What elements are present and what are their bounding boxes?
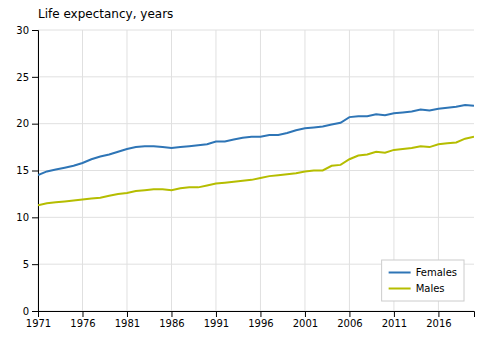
tick: 1971	[26, 311, 51, 329]
grid-line-x	[349, 30, 350, 311]
tick: 30	[16, 25, 38, 36]
legend-frame	[382, 260, 464, 301]
grid-line-y	[38, 30, 474, 31]
grid-line-x	[215, 30, 216, 311]
grid-line-x	[171, 30, 172, 311]
tick: 1986	[159, 311, 184, 329]
lines	[38, 105, 474, 205]
tick-label: 2016	[426, 318, 451, 329]
plot: 1971 1976 1981 1986 1991 1996 2001 2006 2011 2016…	[16, 25, 474, 329]
tick: 25	[16, 72, 38, 83]
tick-label: 2001	[293, 318, 318, 329]
series-line	[38, 105, 474, 175]
tick-label: 1996	[248, 318, 273, 329]
tick: 2011	[382, 311, 407, 329]
tick-label: 20	[16, 118, 29, 129]
axis-line	[39, 312, 475, 318]
tick: 15	[16, 165, 38, 176]
tick-label: 15	[16, 165, 29, 176]
legend-item: Males	[389, 283, 445, 294]
legend: Females Males	[382, 260, 464, 301]
tick: 10	[16, 212, 38, 223]
title: Life expectancy, years	[38, 7, 173, 21]
tick-label: 1976	[70, 318, 95, 329]
axis-line	[32, 31, 39, 312]
tick: 1991	[204, 311, 229, 329]
tick-label: 1986	[159, 318, 184, 329]
tick-mark	[438, 311, 439, 317]
grid-line-y	[38, 123, 474, 124]
grid-line-x	[126, 30, 127, 311]
x-axis: 1971 1976 1981 1986 1991 1996 2001 2006 2011 2016	[26, 311, 475, 329]
tick: 1996	[248, 311, 273, 329]
tick-mark	[32, 77, 38, 78]
tick: 1981	[115, 311, 140, 329]
tick-label: 2011	[382, 318, 407, 329]
tick-mark	[171, 311, 172, 317]
tick-mark	[32, 124, 38, 125]
tick-label: 2006	[337, 318, 362, 329]
tick-mark	[127, 311, 128, 317]
grid	[38, 30, 474, 311]
tick: 20	[16, 118, 38, 129]
legend-item: Females	[389, 267, 457, 278]
tick-mark	[32, 30, 38, 31]
tick-label: 1981	[115, 318, 140, 329]
grid-line-x	[260, 30, 261, 311]
tick-label: 1991	[204, 318, 229, 329]
tick: 1976	[70, 311, 95, 329]
tick-mark	[260, 311, 261, 317]
series-line	[38, 137, 474, 205]
tick: 2016	[426, 311, 451, 329]
tick-mark	[394, 311, 395, 317]
tick: 0	[23, 306, 38, 317]
tick-label: 25	[16, 72, 29, 83]
legend-label: Females	[416, 267, 457, 278]
grid-line-y	[38, 170, 474, 171]
grid-line-y	[38, 76, 474, 77]
tick-mark	[32, 171, 38, 172]
grid-line-y	[38, 217, 474, 218]
tick-label: 0	[23, 306, 29, 317]
legend-swatch	[389, 288, 411, 290]
tick-label: 5	[23, 259, 29, 270]
tick-mark	[32, 217, 38, 218]
tick: 5	[23, 259, 38, 270]
legend-label: Males	[416, 283, 445, 294]
tick: 2001	[293, 311, 318, 329]
tick-mark	[32, 264, 38, 265]
grid-line-x	[82, 30, 83, 311]
tick-mark	[216, 311, 217, 317]
y-axis: 0 5 10 15 20 25 30	[16, 25, 38, 317]
tick-mark	[349, 311, 350, 317]
tick: 2006	[337, 311, 362, 329]
tick-mark	[32, 311, 38, 312]
tick-label: 30	[16, 25, 29, 36]
legend-swatch	[389, 272, 411, 274]
tick-mark	[82, 311, 83, 317]
tick-label: 1971	[26, 318, 51, 329]
tick-mark	[305, 311, 306, 317]
chart: 1971 1976 1981 1986 1991 1996 2001 2006 2011 2016…	[0, 0, 492, 339]
tick-label: 10	[16, 212, 29, 223]
